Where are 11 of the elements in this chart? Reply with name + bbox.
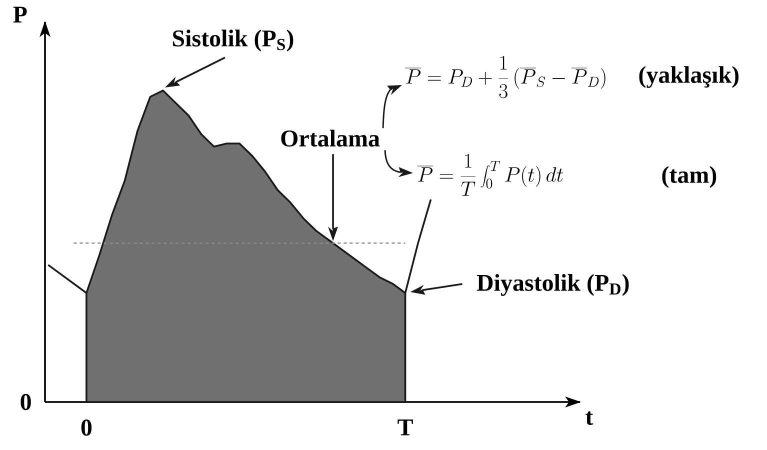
y-axis-title: P	[13, 6, 27, 22]
text: (tam)	[662, 166, 716, 188]
x-tick-label: T	[398, 420, 413, 436]
annotation: Ortalama	[281, 130, 380, 147]
text: (yaklaşık)	[639, 66, 738, 88]
annotation: $\overline{P} = \frac{1}{T}\int_{0}^{T} P(t)\,dt$	[417, 154, 563, 196]
text: t	[586, 411, 594, 425]
text: Sistolik (P$_{S}$)	[172, 30, 294, 52]
annotation: $\overline{P} = P_{D} + \frac{1}{3}\,(\overline{P}_{S} - \overline{P}_{D})$	[405, 56, 606, 98]
text: 0	[20, 394, 31, 410]
text: Diyastolik (P$_{D}$)	[476, 274, 629, 296]
